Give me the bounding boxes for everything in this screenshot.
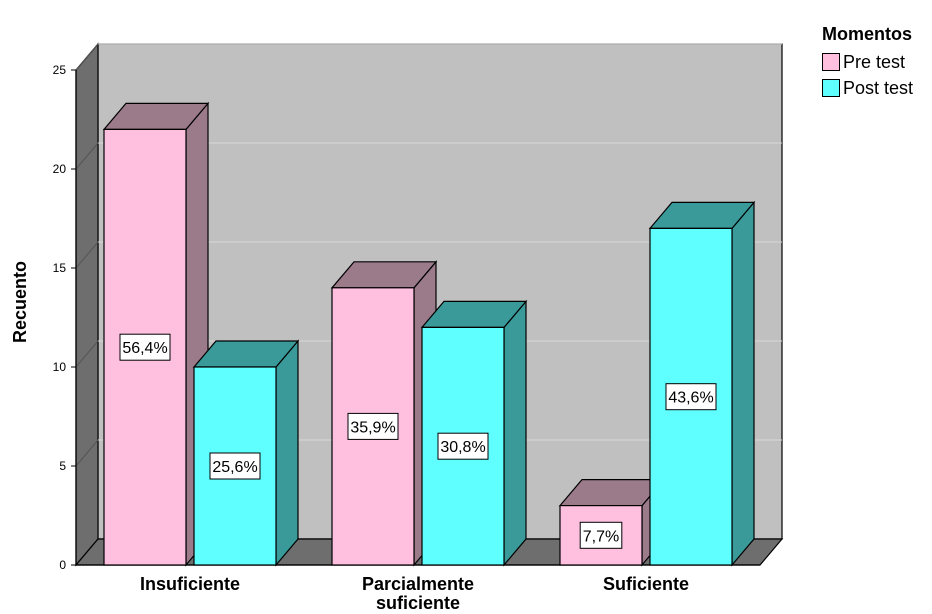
x-tick-label-0: Insuficiente xyxy=(140,574,240,594)
side-gridline-20 xyxy=(75,142,99,170)
legend-title: Momentos xyxy=(822,24,912,44)
data-label: 43,6% xyxy=(668,390,713,407)
data-label: 7,7% xyxy=(583,528,619,545)
bar-pre-test-2: 7,7% xyxy=(558,477,666,567)
data-label: 30,8% xyxy=(440,439,485,456)
data-label: 56,4% xyxy=(122,340,167,357)
legend-label-pre-test: Pre test xyxy=(843,51,906,72)
data-label: 25,6% xyxy=(212,459,257,476)
data-label-box xyxy=(209,452,261,480)
legend: Momentos Pre test Post test xyxy=(822,24,913,101)
bar-side xyxy=(275,339,299,567)
legend-item-post-test: Post test xyxy=(822,75,913,101)
y-tick-label-25: 25 xyxy=(53,63,67,77)
side-gridline-10 xyxy=(75,340,99,368)
bar-post-test-1: 30,8% xyxy=(420,299,528,567)
data-label-box xyxy=(665,383,717,411)
x-tick-label-1-line-1: suficiente xyxy=(376,593,460,613)
legend-swatch-post-test xyxy=(822,79,840,97)
plot-side-wall xyxy=(75,42,99,567)
x-tick-label-2: Suficiente xyxy=(603,574,689,594)
data-label-box xyxy=(347,412,399,440)
side-gridline-15 xyxy=(75,241,99,269)
y-tick-label-15: 15 xyxy=(53,261,67,275)
data-label-box xyxy=(437,432,489,460)
side-gridline-25 xyxy=(75,43,99,71)
legend-swatch-pre-test xyxy=(822,53,840,71)
data-label: 35,9% xyxy=(350,419,395,436)
legend-item-pre-test: Pre test xyxy=(822,49,913,75)
y-axis-label: Recuento xyxy=(10,261,30,343)
y-tick-label-0: 0 xyxy=(59,558,66,572)
data-label-box xyxy=(579,521,623,549)
bar-post-test-0: 25,6% xyxy=(192,339,300,567)
y-tick-label-10: 10 xyxy=(53,360,67,374)
bar-side xyxy=(731,200,755,567)
side-gridline-5 xyxy=(75,439,99,467)
x-tick-label-1-line-0: Parcialmente xyxy=(362,574,474,594)
y-tick-label-5: 5 xyxy=(59,459,66,473)
bar-post-test-2: 43,6% xyxy=(648,200,756,567)
legend-label-post-test: Post test xyxy=(843,77,914,98)
y-tick-label-20: 20 xyxy=(53,162,67,176)
bar-pre-test-1: 35,9% xyxy=(330,260,438,567)
data-label-box xyxy=(119,333,171,361)
bar-side xyxy=(503,299,527,567)
bar-pre-test-0: 56,4% xyxy=(102,101,210,567)
